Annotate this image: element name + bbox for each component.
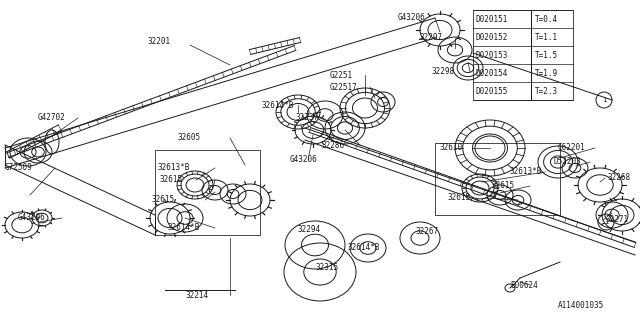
Text: 32268: 32268 [608,173,631,182]
Text: 32286: 32286 [322,140,345,149]
Text: 32613*B: 32613*B [510,167,542,177]
Text: G42702: G42702 [38,114,66,123]
Text: 32201: 32201 [148,37,171,46]
Text: D020152: D020152 [476,33,508,42]
Text: T=1.5: T=1.5 [535,51,558,60]
Text: G43206: G43206 [290,156,317,164]
Text: D52203: D52203 [554,157,582,166]
Text: T=1.9: T=1.9 [535,68,558,77]
Bar [435,143,560,215]
Bar [155,150,260,235]
Text: D020155: D020155 [476,86,508,95]
Text: 32214: 32214 [185,291,208,300]
Text: 32615: 32615 [160,175,183,185]
Text: 1: 1 [602,97,606,103]
Text: 32315: 32315 [315,263,338,273]
Text: 32237: 32237 [296,114,319,123]
Text: 32297: 32297 [420,34,443,43]
Text: D020153: D020153 [476,51,508,60]
Text: T=2.3: T=2.3 [535,86,558,95]
Text: A114001035: A114001035 [558,300,604,309]
Text: 32605: 32605 [178,133,201,142]
Text: 32267: 32267 [415,228,438,236]
Text: T=1.1: T=1.1 [535,33,558,42]
Text: 1: 1 [604,219,608,225]
Text: G72509: G72509 [5,164,33,172]
Bar [473,10,573,100]
Text: C62201: C62201 [558,143,586,153]
Text: D020151: D020151 [476,14,508,23]
Text: 32298: 32298 [432,68,455,76]
Text: E00624: E00624 [510,281,538,290]
Text: T=0.4: T=0.4 [535,14,558,23]
Text: 32614*B: 32614*B [168,223,200,233]
Text: 32615: 32615 [492,181,515,190]
Text: D020154: D020154 [476,68,508,77]
Text: 32615: 32615 [152,196,175,204]
Text: 32294: 32294 [298,226,321,235]
Text: G2251: G2251 [330,70,353,79]
Text: 32271: 32271 [606,215,629,225]
Text: 32614*B: 32614*B [348,244,380,252]
Text: G43206: G43206 [398,13,426,22]
Text: G22517: G22517 [330,83,358,92]
Text: G43206: G43206 [18,213,45,222]
Text: 32613*B: 32613*B [158,164,190,172]
Text: 32614*B: 32614*B [262,100,294,109]
Text: 32610: 32610 [440,143,463,153]
Text: 32615: 32615 [448,194,471,203]
